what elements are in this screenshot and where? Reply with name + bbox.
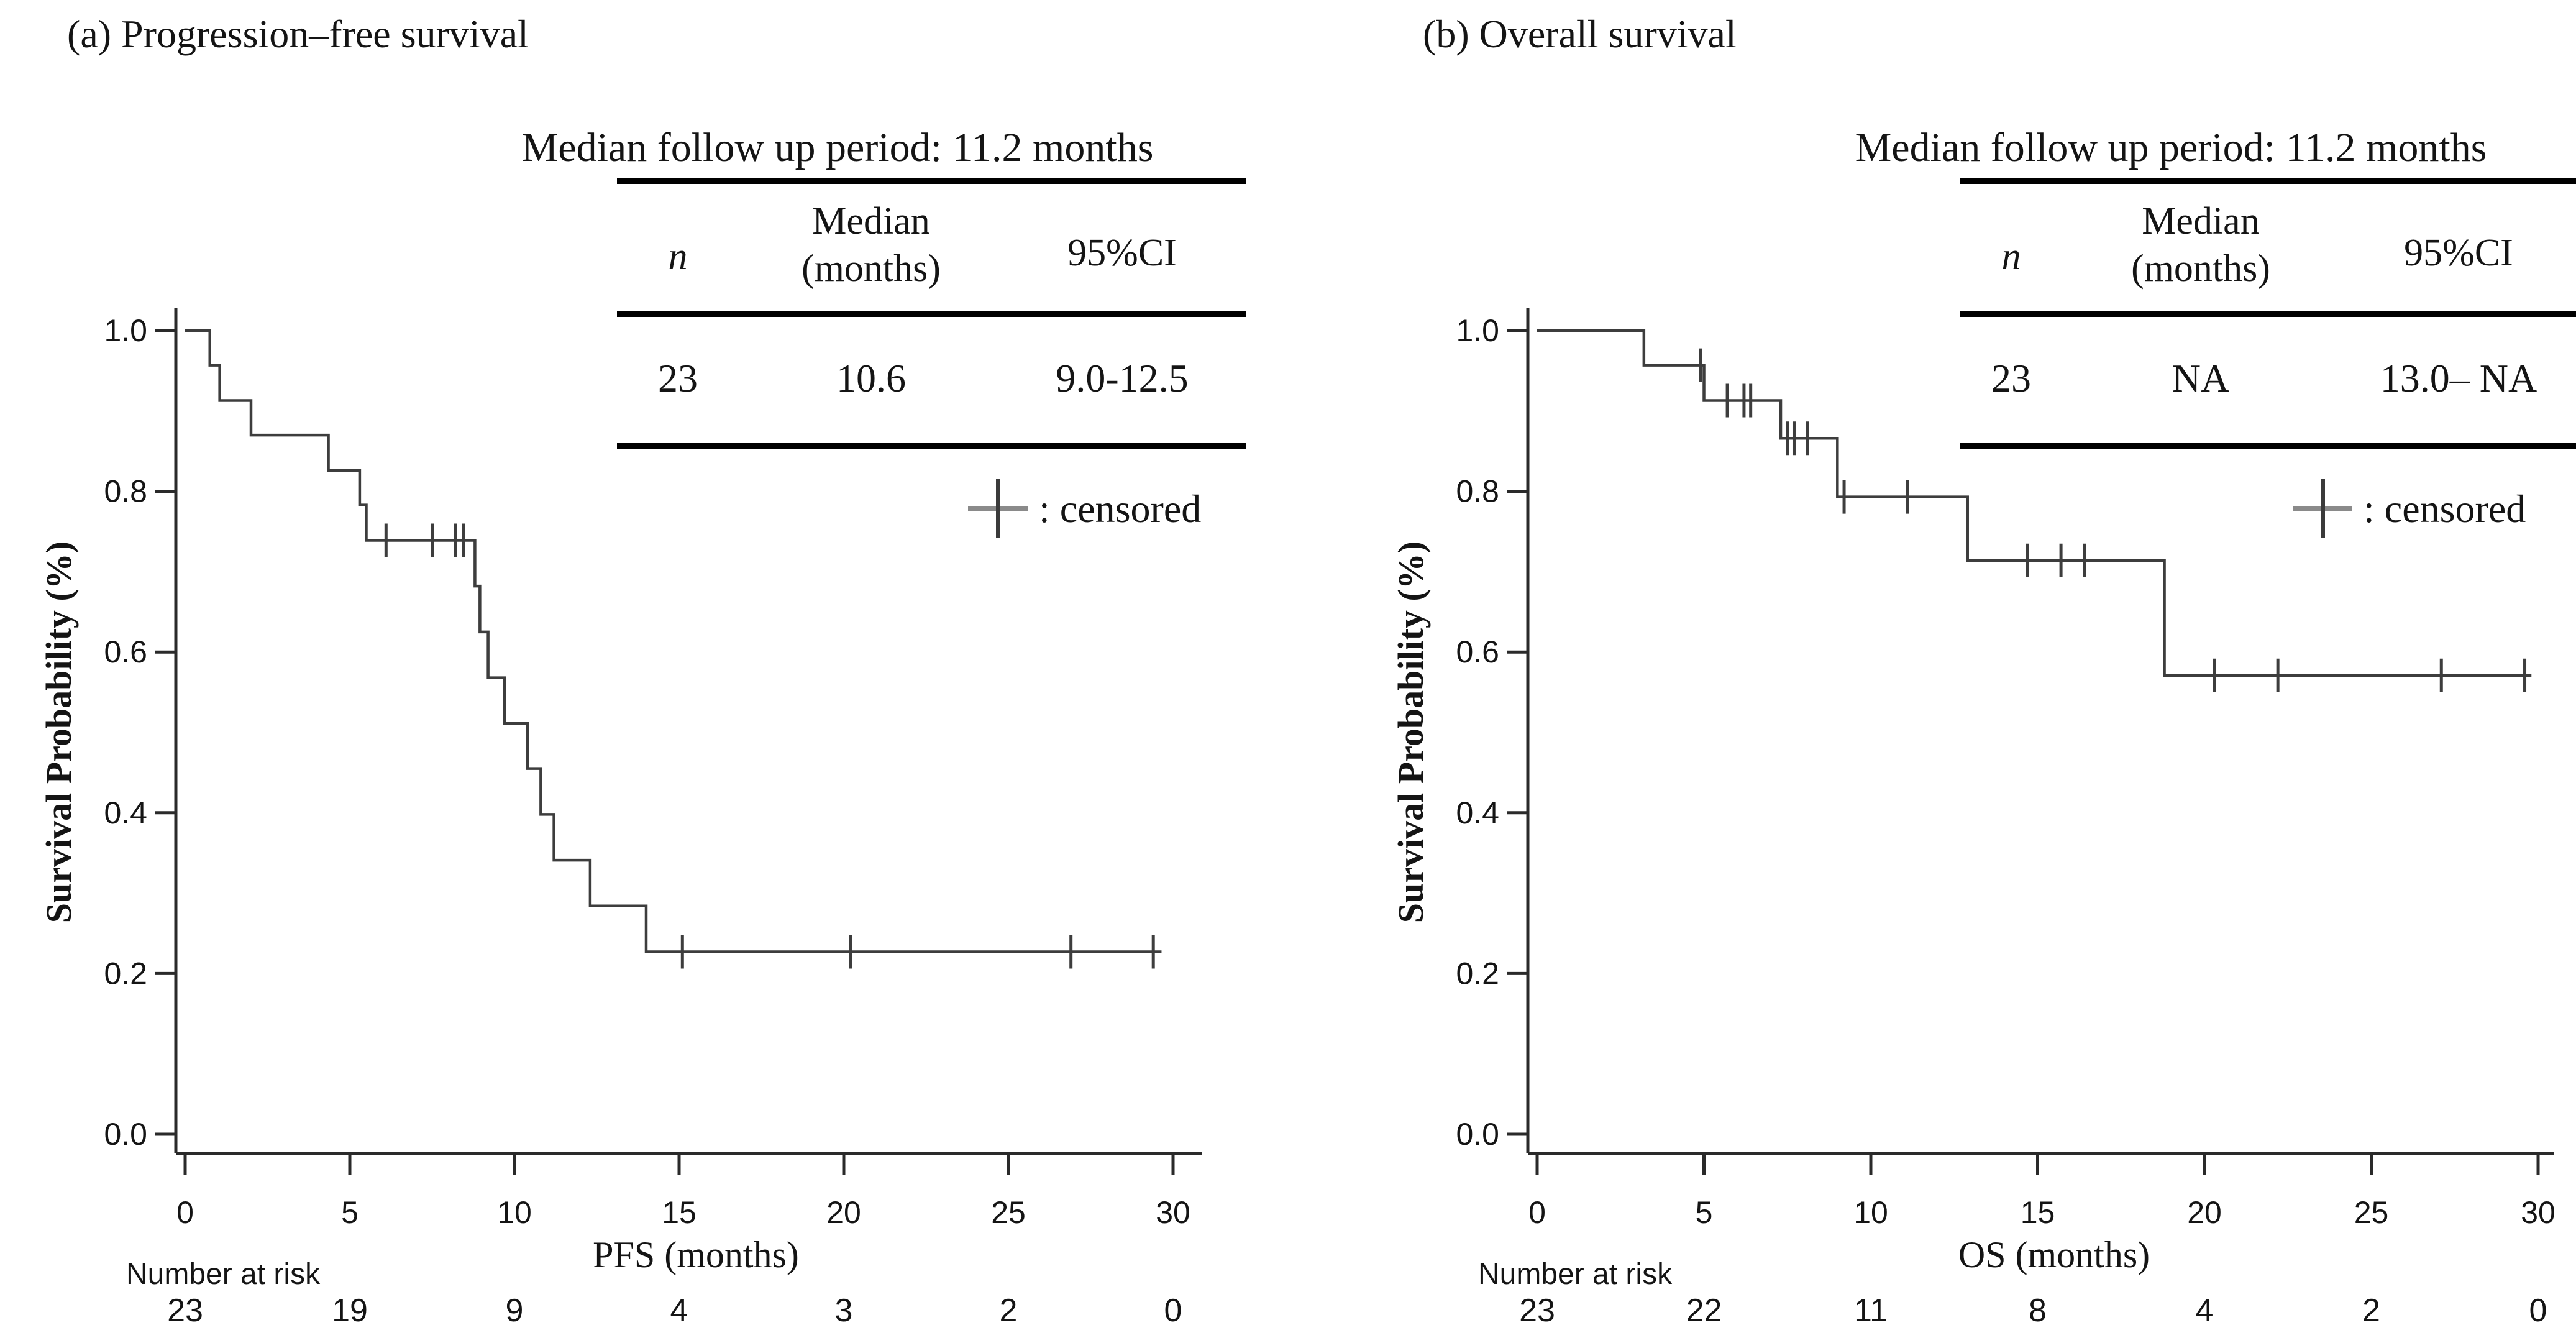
panel-b-x-tick-label: 25 [2354,1195,2389,1230]
panel-a-table-rule-top [617,178,1246,184]
panel-a-y-tick-label: 0.4 [104,795,147,830]
panel-a-x-tick-label: 5 [341,1195,359,1230]
panel-a-x-tick-label: 25 [991,1195,1026,1230]
panel-b-yaxis-label: Survival Probability (%) [1391,541,1431,924]
panel-a-y-tick-label: 0.8 [104,474,147,509]
panel-b-censored-legend-label: : censored [2364,487,2526,531]
panel-b-risk-count: 11 [1854,1293,1888,1329]
panel-b-x-tick-label: 5 [1696,1195,1713,1230]
panel-b-risk-label: Number at risk [1478,1258,1673,1291]
panel-a-x-tick-label: 20 [826,1195,861,1230]
panel-a-table-value-n: 23 [658,356,698,400]
panel-a-risk-count: 4 [670,1293,688,1329]
panel-b-table-value-n: 23 [1991,356,2031,400]
panel-b-table-rule-mid [1960,311,2576,317]
panel-b-y-tick-label: 0.6 [1456,635,1499,669]
panel-a-title: (a) Progression–free survival [67,12,529,56]
panel-a-table-col-median-line1: Median [812,200,930,242]
panel-b-x-tick-label: 0 [1528,1195,1546,1230]
panel-b-y-tick-label: 0.0 [1456,1117,1499,1152]
panel-a-censored-plus-icon [968,479,1028,538]
panel-b-x-tick-label: 30 [2521,1195,2555,1230]
panel-a-table-value-median: 10.6 [836,356,906,400]
panel-a-risk-count: 9 [506,1293,524,1329]
panel-a-risk-count: 23 [167,1293,203,1329]
panel-a-table-rule-bottom [617,443,1246,449]
panel-a-table-col-ci: 95%CI [1067,232,1177,274]
panel-a-x-tick-label: 0 [176,1195,194,1230]
panel-a-x-tick-label: 15 [662,1195,697,1230]
panel-b-table-col-median: Median (months) [2089,198,2313,292]
panel-b-table-col-median-line2: (months) [2131,247,2270,290]
panel-a-table-value-ci: 9.0-12.5 [1056,356,1189,400]
panel-a-table-col-median: Median (months) [759,198,983,292]
panel-a-yaxis-label: Survival Probability (%) [39,541,79,924]
panel-b-y-tick-label: 0.8 [1456,474,1499,509]
panel-a-risk-count: 2 [1000,1293,1018,1329]
panel-b-y-tick-label: 0.2 [1456,956,1499,991]
panel-a-y-tick-label: 0.2 [104,956,147,991]
panel-b-risk-count: 2 [2362,1293,2380,1329]
panel-b-xaxis-label: OS (months) [1958,1234,2150,1275]
panel-a-followup-annotation: Median follow up period: 11.2 months [521,125,1154,170]
panel-a-table-col-n: n [668,236,688,278]
panel-a-censored-legend-label: : censored [1039,487,1202,531]
panel-b-table-value-ci: 13.0– NA [2380,356,2537,400]
panel-b-risk-count: 4 [2196,1293,2214,1329]
panel-b-risk-count: 8 [2029,1293,2047,1329]
panel-b-x-tick-label: 15 [2021,1195,2055,1230]
panel-b-km-curve [1537,329,2532,677]
panel-b-followup-annotation: Median follow up period: 11.2 months [1855,125,2487,170]
panel-a-risk-count: 3 [835,1293,853,1329]
panel-a-y-tick-label: 0.6 [104,635,147,669]
panel-b-table-rule-bottom [1960,443,2576,449]
panel-a-x-tick-label: 10 [497,1195,532,1230]
panel-b-risk-count: 22 [1686,1293,1722,1329]
panel-b-x-tick-label: 20 [2187,1195,2222,1230]
panel-b-y-tick-label: 1.0 [1456,313,1499,348]
panel-a-table-rule-mid [617,311,1246,317]
panel-b-table-col-ci: 95%CI [2404,232,2513,274]
panel-a-table-col-median-line2: (months) [802,247,941,290]
panel-a-risk-label: Number at risk [126,1258,321,1291]
panel-a-y-tick-label: 1.0 [104,313,147,348]
panel-b-x-tick-label: 10 [1853,1195,1888,1230]
panel-b-risk-count: 23 [1519,1293,1555,1329]
panel-b-title: (b) Overall survival [1423,12,1737,56]
panel-a-y-tick-label: 0.0 [104,1117,147,1152]
panel-b-table-col-n: n [2001,236,2021,278]
panel-b-table-rule-top [1960,178,2576,184]
panel-a-risk-count: 0 [1164,1293,1182,1329]
panel-b-table-value-median: NA [2172,356,2230,400]
panel-a-x-tick-label: 30 [1156,1195,1190,1230]
panel-b-risk-count: 0 [2529,1293,2547,1329]
panel-b-y-tick-label: 0.4 [1456,795,1499,830]
panel-a-risk-count: 19 [332,1293,368,1329]
panel-b-table-col-median-line1: Median [2142,200,2260,242]
panel-a-km-curve [185,329,1162,953]
panel-b-censored-plus-icon [2293,479,2352,538]
panel-a-xaxis-label: PFS (months) [593,1234,799,1275]
